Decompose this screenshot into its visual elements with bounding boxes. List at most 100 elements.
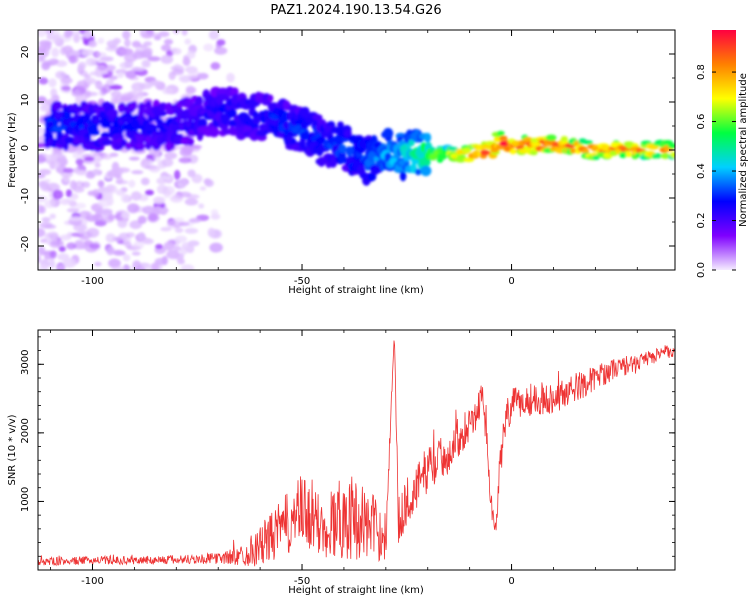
heatmap-cell [399,170,407,182]
heatmap-cell [80,100,88,109]
heatmap-cell [165,142,172,152]
heatmap-cell [124,241,132,249]
heatmap-cell [147,56,161,62]
heatmap-cell [180,264,195,270]
heatmap-cell [50,88,58,98]
heatmap-cell [163,38,174,45]
heatmap-cell [38,56,46,62]
heatmap-cell [203,178,212,185]
heatmap-cell [149,165,161,173]
heatmap-cell [178,157,192,164]
heatmap-cell [463,157,475,163]
heatmap-cell [49,259,56,269]
heatmap-cell [143,60,151,68]
heatmap-cell [92,214,104,221]
colorbar-tick-label: 0.0 [696,262,707,278]
heatmap-cell [267,94,274,102]
heatmap-cell [214,46,228,55]
heatmap-cell [317,119,326,125]
heatmap-cell [38,263,49,270]
heatmap-cell [52,34,61,44]
heatmap-cell [117,219,128,229]
heatmap-cell [109,152,119,157]
heatmap-cell [160,54,174,64]
heatmap-cell [423,132,432,143]
snr-x-tick-label: 0 [508,576,514,587]
heatmap-cell [299,131,311,141]
heatmap-cell [194,96,204,106]
colorbar-tick-label: 0.8 [696,64,707,80]
heatmap-cell [128,179,136,188]
heatmap-cell [97,37,105,44]
heatmap-cell [60,77,73,84]
heatmap-cell [244,115,251,122]
heatmap-cell [174,227,184,233]
heatmap-cell [38,40,52,47]
heatmap-cell [619,151,628,159]
heatmap-cell [408,139,415,147]
heatmap-cell [178,191,192,198]
heatmap-cell [85,57,97,67]
heatmap-cell [153,206,161,216]
heatmap-cell [122,30,131,40]
heatmap-cell [141,157,150,166]
heatmap-cell [39,104,52,112]
heatmap-cell [115,189,125,196]
heatmap-cell [39,205,46,214]
spectrogram-y-tick-label: -10 [20,188,31,204]
heatmap-cell [109,84,123,90]
heatmap-cell [38,228,46,238]
heatmap-cell [625,151,632,158]
heatmap-cell [148,212,158,222]
snr-x-axis-label: Height of straight line (km) [288,585,424,596]
heatmap-cell [38,174,46,179]
heatmap-cell [197,72,209,80]
heatmap-cell [191,173,203,184]
heatmap-cell [115,213,123,222]
heatmap-cell [99,70,109,75]
heatmap-cell [545,134,557,141]
heatmap-cell [106,109,119,118]
heatmap-cell [119,61,132,69]
heatmap-cell [155,110,167,117]
snr-y-axis-label: SNR (10 * v/v) [7,414,18,485]
heatmap-cell [50,239,64,246]
spectrogram-x-tick-label: -100 [81,276,104,287]
heatmap-cell [198,118,208,129]
heatmap-cell [128,156,140,161]
heatmap-cell [420,165,432,177]
colorbar-ticks: 0.0 0.2 0.4 0.6 0.8 [696,64,736,278]
heatmap-cell [560,136,568,143]
heatmap-cell [55,70,66,80]
heatmap-cell [153,196,166,205]
heatmap-cell [184,227,199,234]
heatmap-cell [208,229,223,239]
heatmap-cell [133,240,145,250]
heatmap-cell [38,154,47,164]
heatmap-cell [142,238,154,245]
heatmap-cell [75,242,84,248]
heatmap-cell [198,203,205,209]
heatmap-cell [366,141,374,152]
heatmap-cell [73,167,80,174]
heatmap-cell [189,218,201,223]
heatmap-cell [45,30,54,35]
heatmap-cell [83,137,91,144]
heatmap-cell [58,246,66,253]
heatmap-cell [410,163,417,174]
heatmap-cell [216,39,226,46]
heatmap-cell [177,179,187,189]
heatmap-cell [121,265,132,270]
heatmap-cell [127,203,140,214]
heatmap-cell [181,30,188,36]
heatmap-cell [312,114,323,121]
heatmap-cell [49,213,56,219]
heatmap-cell [221,114,230,126]
heatmap-cell [252,116,261,125]
heatmap-cell [125,232,135,238]
heatmap-cell [161,255,168,266]
heatmap-cell [56,264,65,270]
heatmap-cell [149,80,162,86]
